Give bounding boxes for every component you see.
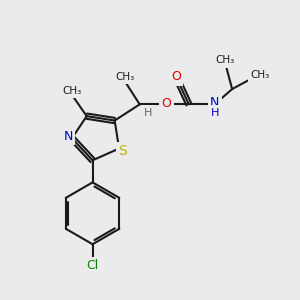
Text: H: H xyxy=(144,108,152,118)
Text: CH₃: CH₃ xyxy=(215,56,234,65)
Text: CH₃: CH₃ xyxy=(62,85,82,95)
Text: N: N xyxy=(210,96,220,110)
Text: CH₃: CH₃ xyxy=(115,72,135,82)
Text: S: S xyxy=(118,144,127,158)
Text: H: H xyxy=(211,108,219,118)
Text: Cl: Cl xyxy=(86,259,99,272)
Text: CH₃: CH₃ xyxy=(250,70,269,80)
Text: O: O xyxy=(171,70,181,83)
Text: O: O xyxy=(162,97,171,110)
Text: N: N xyxy=(64,130,73,143)
